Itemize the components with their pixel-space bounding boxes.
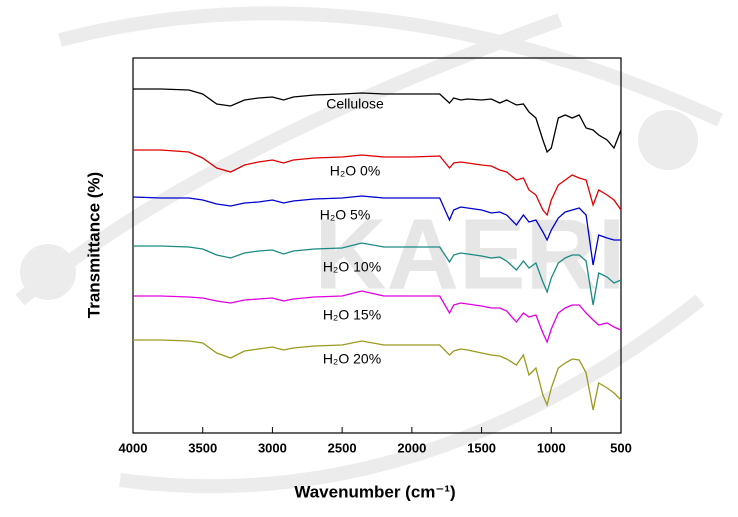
x-tick-label: 3000 xyxy=(258,440,287,455)
series-label: H₂O 5% xyxy=(320,207,371,223)
x-tick-label: 1500 xyxy=(467,440,496,455)
spectrum-line xyxy=(132,195,621,266)
spectrum-line xyxy=(133,149,622,217)
x-tick-label: 500 xyxy=(610,440,632,455)
series-label: H₂O 15% xyxy=(323,307,381,323)
series-label: H₂O 20% xyxy=(323,351,381,367)
watermark-dot xyxy=(638,110,698,170)
x-axis-title: Wavenumber (cm⁻¹) xyxy=(294,482,455,501)
x-tick-label: 3500 xyxy=(188,440,217,455)
series-label: Cellulose xyxy=(326,96,384,112)
series-label: H₂O 0% xyxy=(330,163,381,179)
x-tick-label: 2000 xyxy=(397,440,426,455)
swirl-arc xyxy=(15,13,563,306)
x-tick-label: 1000 xyxy=(537,440,566,455)
watermark-dot xyxy=(20,244,76,300)
x-tick-label: 4000 xyxy=(119,440,148,455)
spectrum-line xyxy=(133,242,622,306)
spectrum-line xyxy=(133,339,622,411)
spectrum-line xyxy=(133,290,622,344)
y-axis-title: Transmittance (%) xyxy=(84,172,103,318)
spectrum-line xyxy=(133,88,622,154)
series-label: H₂O 10% xyxy=(323,259,381,275)
x-tick-label: 2500 xyxy=(328,440,357,455)
